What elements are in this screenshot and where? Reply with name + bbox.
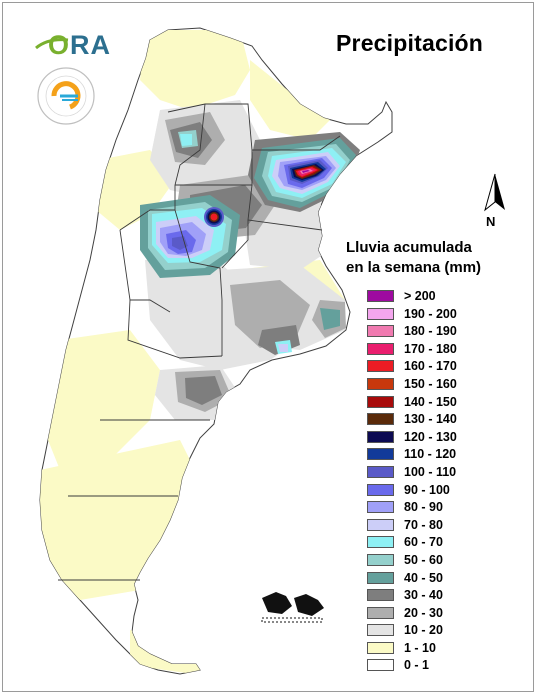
legend-label: 130 - 140	[404, 412, 457, 427]
legend-item: 20 - 30	[367, 605, 517, 623]
legend-item: 80 - 90	[367, 499, 517, 517]
legend-label: 70 - 80	[404, 517, 443, 532]
legend-item: 90 - 100	[367, 482, 517, 500]
malvinas-islands	[261, 592, 324, 623]
legend-swatch	[367, 290, 394, 302]
legend-title-line1: Lluvia acumulada	[346, 239, 472, 256]
legend-item: 190 - 200	[367, 306, 517, 324]
legend-item: 60 - 70	[367, 534, 517, 552]
legend-item: 130 - 140	[367, 411, 517, 429]
legend-swatch	[367, 606, 394, 619]
legend-item: > 200	[367, 288, 517, 306]
legend-swatch	[367, 483, 394, 496]
legend-label: 120 - 130	[404, 429, 457, 444]
legend-swatch	[367, 448, 394, 461]
legend-label: 30 - 40	[404, 588, 443, 603]
legend-swatch	[367, 641, 394, 654]
legend-label: 90 - 100	[404, 482, 450, 497]
legend-item: 160 - 170	[367, 358, 517, 376]
legend-item: 70 - 80	[367, 517, 517, 535]
legend-item: 30 - 40	[367, 587, 517, 605]
legend-label: 40 - 50	[404, 570, 443, 585]
legend-item: 120 - 130	[367, 429, 517, 447]
legend-label: 100 - 110	[404, 464, 457, 479]
smn-logo-icon	[37, 67, 95, 125]
legend-swatch	[367, 536, 394, 549]
legend-item: 140 - 150	[367, 394, 517, 412]
legend-swatch	[367, 430, 394, 443]
legend-label: 150 - 160	[404, 376, 457, 391]
legend-item: 50 - 60	[367, 552, 517, 570]
legend-swatch	[367, 413, 394, 426]
legend-label: 60 - 70	[404, 535, 443, 550]
legend-swatch	[367, 307, 394, 320]
legend-swatch	[367, 465, 394, 478]
legend-item: 150 - 160	[367, 376, 517, 394]
ora-logo-icon	[35, 38, 69, 50]
ora-logo-text: ORA	[48, 30, 112, 60]
north-label: N	[486, 214, 496, 229]
legend-swatch	[367, 589, 394, 602]
legend-swatch	[367, 360, 394, 373]
legend-swatch	[367, 501, 394, 514]
province-boundaries	[58, 103, 341, 581]
legend-swatch	[367, 342, 394, 355]
legend-swatch	[367, 659, 394, 672]
north-arrow-icon	[484, 173, 505, 212]
legend-item: 0 - 1	[367, 657, 517, 675]
legend-label: 180 - 190	[404, 324, 457, 339]
rain-170-plus	[298, 168, 316, 176]
map-title: Precipitación	[336, 30, 484, 56]
legend-label: > 200	[404, 289, 436, 303]
legend-label: 170 - 180	[404, 341, 457, 356]
legend-label: 10 - 20	[404, 623, 443, 638]
legend-label: 20 - 30	[404, 605, 443, 620]
legend-item: 1 - 10	[367, 640, 517, 658]
legend-item: 40 - 50	[367, 570, 517, 588]
legend-swatch	[367, 518, 394, 531]
legend-label: 50 - 60	[404, 552, 443, 567]
legend-swatch	[367, 377, 394, 390]
legend-label: 0 - 1	[404, 658, 430, 673]
legend-title-line2: en la semana (mm)	[346, 259, 482, 276]
legend-label: 110 - 120	[404, 447, 457, 462]
legend-item: 180 - 190	[367, 323, 517, 341]
legend: > 200 190 - 200 180 - 190 170 - 180 160 - 17…	[367, 288, 517, 675]
legend-label: 160 - 170	[404, 359, 457, 374]
legend-item: 10 - 20	[367, 622, 517, 640]
legend-item: 100 - 110	[367, 464, 517, 482]
legend-swatch	[367, 553, 394, 566]
legend-label: 1 - 10	[404, 640, 436, 655]
legend-swatch	[367, 624, 394, 637]
legend-label: 190 - 200	[404, 306, 457, 321]
legend-title: Lluvia acumulada en la semana (mm)	[346, 238, 526, 278]
legend-item: 170 - 180	[367, 341, 517, 359]
legend-item: 110 - 120	[367, 446, 517, 464]
legend-label: 80 - 90	[404, 500, 443, 515]
legend-swatch	[367, 325, 394, 338]
legend-label: 140 - 150	[404, 394, 457, 409]
legend-swatch	[367, 571, 394, 584]
legend-swatch	[367, 395, 394, 408]
